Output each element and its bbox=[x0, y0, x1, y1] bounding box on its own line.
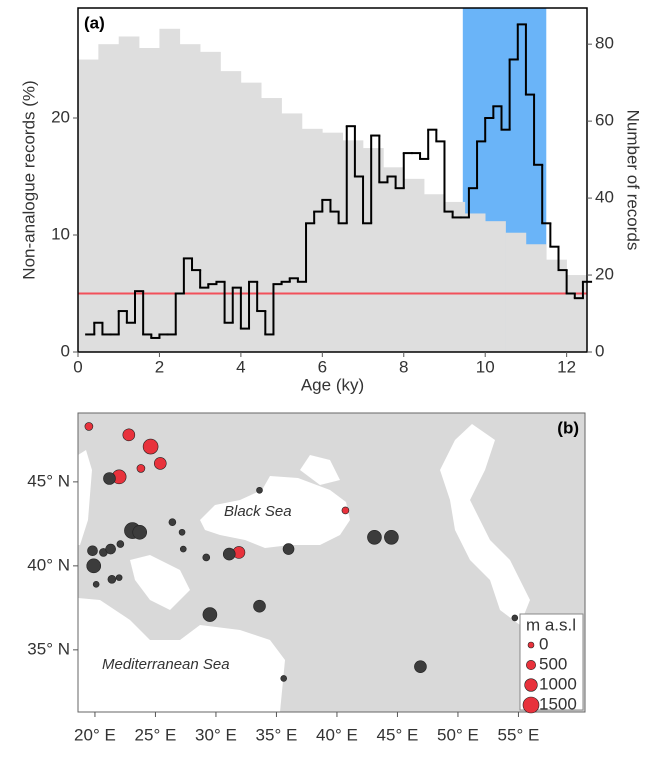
site-point bbox=[180, 546, 186, 552]
y2-tick-label: 20 bbox=[595, 265, 614, 284]
site-point bbox=[154, 457, 166, 469]
y-tick-label: 0 bbox=[61, 341, 70, 360]
x-tick-label: 4 bbox=[236, 357, 245, 376]
site-point bbox=[116, 575, 122, 581]
histogram-bar bbox=[465, 213, 486, 352]
x-tick-label: 8 bbox=[399, 357, 408, 376]
histogram-bar bbox=[404, 179, 425, 352]
legend-marker bbox=[526, 660, 535, 669]
y-tick-label: 40° N bbox=[27, 555, 70, 574]
sea-label: Mediterranean Sea bbox=[102, 656, 230, 673]
y-tick-label: 35° N bbox=[27, 639, 70, 658]
legend-label: 1000 bbox=[539, 674, 577, 693]
site-point bbox=[169, 519, 176, 526]
histogram-bar bbox=[546, 260, 567, 352]
site-point bbox=[203, 554, 210, 561]
panel-b: Black Sea Mediterranean Sea 20° E 25° E 30… bbox=[27, 413, 585, 744]
site-point bbox=[342, 507, 349, 514]
x-tick-label: 40° E bbox=[316, 725, 358, 744]
site-point bbox=[103, 473, 115, 485]
legend-marker bbox=[525, 679, 538, 692]
legend-title: m a.s.l bbox=[526, 615, 576, 634]
site-point bbox=[108, 575, 116, 583]
site-point bbox=[179, 529, 185, 535]
histogram-bar bbox=[506, 233, 527, 352]
site-point bbox=[133, 525, 147, 539]
histogram-bar bbox=[180, 44, 201, 352]
site-point bbox=[223, 548, 235, 560]
y-tick-label: 20 bbox=[51, 107, 70, 126]
site-point bbox=[512, 615, 518, 621]
panel-label: (b) bbox=[557, 418, 579, 437]
y2-tick-label: 40 bbox=[595, 188, 614, 207]
site-point bbox=[143, 439, 158, 454]
y2-tick-label: 0 bbox=[595, 341, 604, 360]
site-point bbox=[117, 541, 124, 548]
site-point bbox=[123, 429, 135, 441]
y2-tick-label: 60 bbox=[595, 111, 614, 130]
x-tick-label: 2 bbox=[155, 357, 164, 376]
x-tick-label: 20° E bbox=[74, 725, 116, 744]
histogram-bar bbox=[322, 133, 343, 352]
x-tick-label: 0 bbox=[73, 357, 82, 376]
legend-marker bbox=[523, 697, 539, 713]
histogram-bar bbox=[567, 275, 588, 352]
histogram-bar bbox=[119, 36, 140, 352]
histogram-bar bbox=[444, 202, 465, 352]
y-axis-title: Non-analogue records (%) bbox=[19, 80, 38, 279]
site-point bbox=[87, 559, 101, 573]
legend-marker bbox=[528, 642, 534, 648]
legend-label: 500 bbox=[539, 654, 567, 673]
site-point bbox=[414, 661, 426, 673]
sea-label: Black Sea bbox=[224, 503, 292, 520]
site-point bbox=[85, 422, 93, 430]
site-point bbox=[106, 544, 116, 554]
histogram-bar bbox=[282, 113, 303, 352]
y2-tick-label: 80 bbox=[595, 34, 614, 53]
x-tick-label: 50° E bbox=[437, 725, 479, 744]
site-point bbox=[257, 487, 263, 493]
histogram-bar bbox=[424, 194, 445, 352]
x-tick-label: 35° E bbox=[256, 725, 298, 744]
site-point bbox=[384, 530, 398, 544]
x-tick-label: 25° E bbox=[135, 725, 177, 744]
x-tick-label: 45° E bbox=[377, 725, 419, 744]
panel-a: 0 2 4 6 8 10 12 0 10 20 0 20 40 60 80 Age (ky) Non-analo… bbox=[19, 8, 642, 394]
x-tick-label: 6 bbox=[318, 357, 327, 376]
histogram-bar bbox=[526, 244, 547, 352]
site-point bbox=[137, 464, 145, 472]
histogram-bar bbox=[159, 29, 180, 352]
x-tick-label: 12 bbox=[557, 357, 576, 376]
site-point bbox=[254, 600, 266, 612]
histogram-bar bbox=[485, 221, 506, 352]
histogram-bar bbox=[200, 52, 221, 352]
y2-axis-title: Number of records bbox=[624, 110, 643, 251]
x-tick-label: 10 bbox=[476, 357, 495, 376]
site-point bbox=[93, 581, 99, 587]
histogram-bar bbox=[98, 44, 119, 352]
y-tick-label: 45° N bbox=[27, 471, 70, 490]
x-axis-title: Age (ky) bbox=[301, 375, 364, 394]
legend-label: 1500 bbox=[539, 694, 577, 713]
site-point bbox=[283, 544, 294, 555]
site-point bbox=[203, 608, 217, 622]
site-point bbox=[367, 530, 381, 544]
figure: 0 2 4 6 8 10 12 0 10 20 0 20 40 60 80 Age (ky) Non-analo… bbox=[0, 0, 654, 752]
x-tick-label: 55° E bbox=[498, 725, 540, 744]
panel-label: (a) bbox=[84, 13, 105, 32]
histogram-bar bbox=[78, 60, 99, 352]
x-tick-label: 30° E bbox=[195, 725, 237, 744]
site-point bbox=[88, 546, 98, 556]
histogram-bar bbox=[383, 167, 404, 352]
histogram-bar bbox=[363, 148, 384, 352]
y-tick-label: 10 bbox=[51, 224, 70, 243]
site-point bbox=[281, 675, 287, 681]
legend-label: 0 bbox=[539, 634, 548, 653]
